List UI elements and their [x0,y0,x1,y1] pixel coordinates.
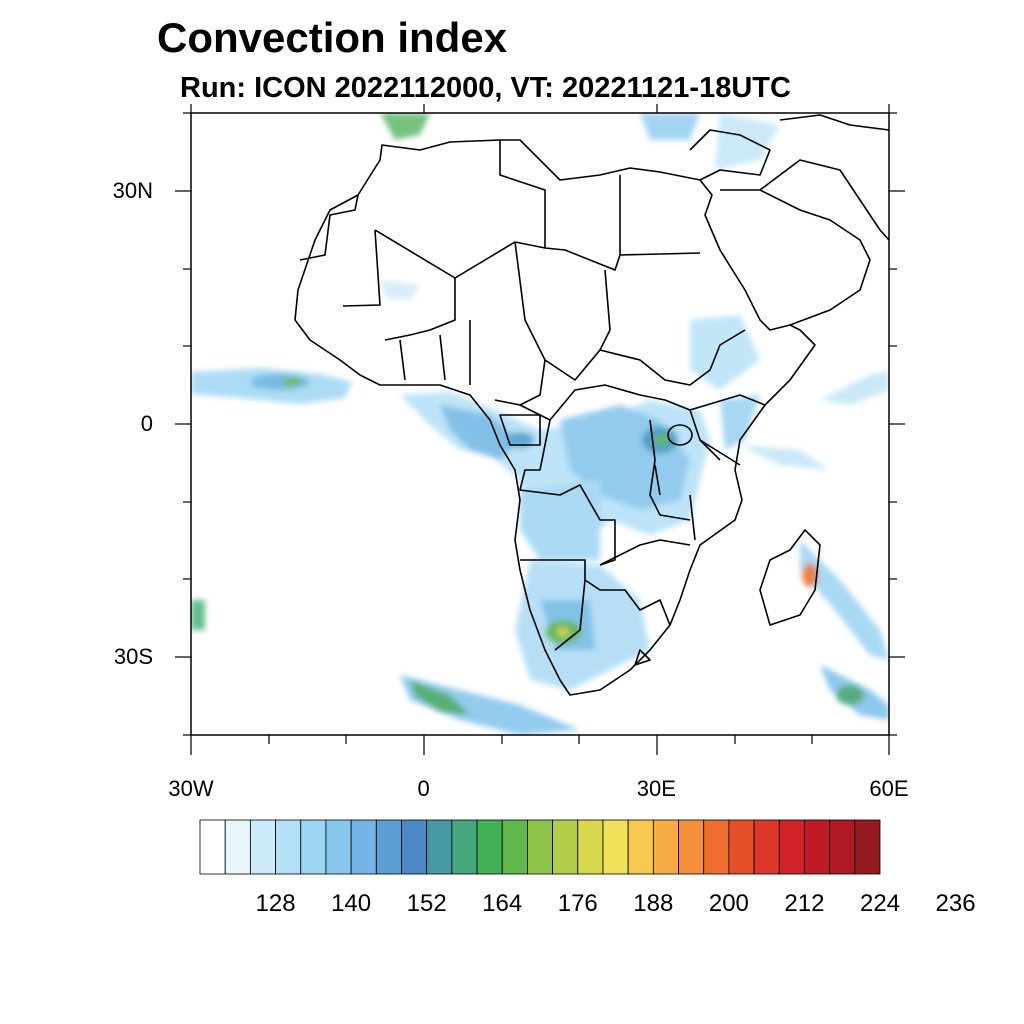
lon-tick-label: 0 [417,776,430,801]
colorbar-label: 236 [935,890,976,917]
colorbar-swatch [703,819,730,875]
colorbar-swatch [224,819,251,875]
colorbar-swatch [275,819,302,875]
colorbar-swatch [476,819,503,875]
colorbar-swatch [678,819,705,875]
colorbar-label: 128 [255,890,296,917]
colorbar-label: 224 [859,890,901,917]
colorbar-label: 176 [557,890,598,917]
colorbar-swatch [325,819,352,875]
colorbar-swatch [451,819,478,875]
run-subtitle: Run: ICON 2022112000, VT: 20221121-18UTC [180,72,791,104]
colorbar-swatch [728,819,755,875]
axis-ticks [175,104,905,755]
colorbar-swatch [401,819,428,875]
colorbar-swatch [527,819,553,875]
colorbar-label: 212 [784,890,825,917]
colorbar-swatch [854,819,881,875]
colorbar-swatch [426,819,453,875]
colorbar-label: 164 [482,890,523,917]
colorbar-swatch [627,819,654,875]
colorbar-swatch [577,819,604,875]
coastlines-and-borders [294,114,889,696]
colorbar-label: 140 [331,890,372,917]
colorbar-swatch [199,819,226,875]
colorbar-swatch [753,819,780,875]
lon-tick-label: 30W [168,776,214,801]
lon-tick-label: 30E [636,776,676,801]
colorbar-swatch [829,819,856,875]
lat-tick-label: 30S [113,644,153,670]
colorbar-swatch [501,819,528,875]
colorbar-swatch [300,819,327,875]
convection-field [191,113,889,735]
colorbar-swatch [552,819,579,875]
colorbar [199,819,881,875]
colorbar-swatch [350,819,377,875]
colorbar-swatch [375,819,402,875]
lat-tick-label: 0 [140,411,153,436]
lakes [654,424,696,541]
lat-tick-label: 30N [112,177,153,203]
colorbar-swatch [652,819,679,875]
map-area [191,113,889,735]
colorbar-swatch [804,819,831,875]
colorbar-label: 200 [708,890,749,917]
map-title: Convection index [157,14,508,61]
colorbar-label: 152 [406,890,447,917]
colorbar-swatch [778,819,805,875]
lon-tick-label: 60E [869,776,909,801]
colorbar-label: 188 [633,890,674,917]
colorbar-swatch [249,819,276,875]
colorbar-swatch [602,819,629,875]
